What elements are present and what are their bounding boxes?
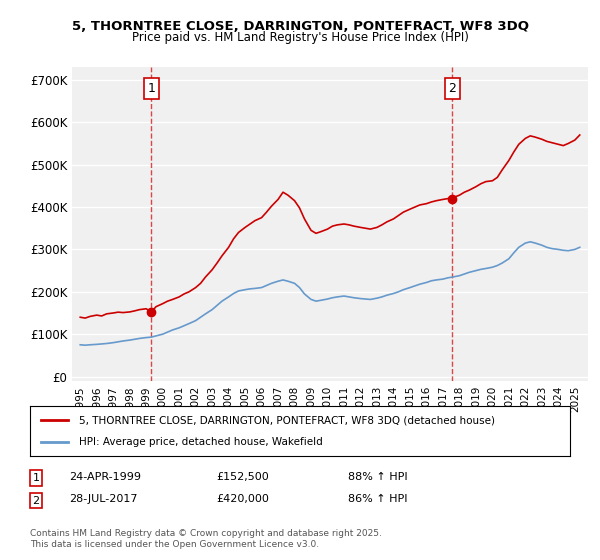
- Text: 88% ↑ HPI: 88% ↑ HPI: [348, 472, 407, 482]
- Text: HPI: Average price, detached house, Wakefield: HPI: Average price, detached house, Wake…: [79, 437, 322, 447]
- Text: 1: 1: [148, 82, 155, 95]
- Text: 1: 1: [32, 473, 40, 483]
- Text: 5, THORNTREE CLOSE, DARRINGTON, PONTEFRACT, WF8 3DQ (detached house): 5, THORNTREE CLOSE, DARRINGTON, PONTEFRA…: [79, 415, 494, 425]
- Text: 5, THORNTREE CLOSE, DARRINGTON, PONTEFRACT, WF8 3DQ: 5, THORNTREE CLOSE, DARRINGTON, PONTEFRA…: [71, 20, 529, 32]
- Text: £152,500: £152,500: [216, 472, 269, 482]
- Text: £420,000: £420,000: [216, 494, 269, 504]
- Text: Contains HM Land Registry data © Crown copyright and database right 2025.
This d: Contains HM Land Registry data © Crown c…: [30, 529, 382, 549]
- Text: 86% ↑ HPI: 86% ↑ HPI: [348, 494, 407, 504]
- Text: 24-APR-1999: 24-APR-1999: [69, 472, 141, 482]
- Text: Price paid vs. HM Land Registry's House Price Index (HPI): Price paid vs. HM Land Registry's House …: [131, 31, 469, 44]
- Text: 2: 2: [32, 496, 40, 506]
- Text: 2: 2: [448, 82, 456, 95]
- Text: 28-JUL-2017: 28-JUL-2017: [69, 494, 137, 504]
